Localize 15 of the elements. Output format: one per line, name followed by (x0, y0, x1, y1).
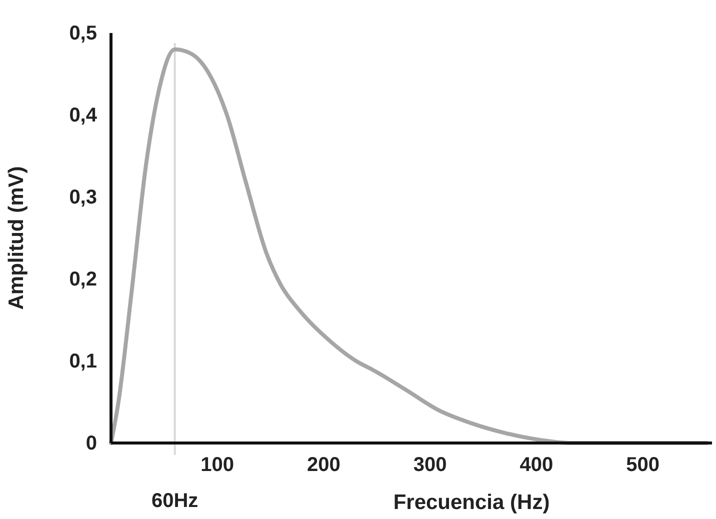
x-tick-label: 500 (626, 454, 660, 476)
y-tick-label: 0,4 (69, 104, 98, 126)
y-tick-label: 0,1 (69, 350, 97, 372)
y-tick-label: 0,3 (69, 186, 97, 208)
x-tick-label: 100 (200, 454, 234, 476)
x-tick-label: 400 (520, 454, 554, 476)
y-tick-label: 0,5 (69, 22, 97, 44)
line-series (109, 47, 709, 445)
ref-line-label: 60Hz (151, 490, 198, 512)
y-axis-title: Amplitud (mV) (5, 166, 28, 310)
x-axis-title: Frecuencia (Hz) (393, 491, 550, 514)
x-tick-label: 200 (307, 454, 340, 476)
x-tick-label: 300 (413, 454, 447, 476)
y-tick-label: 0 (86, 432, 97, 454)
y-tick-label: 0,2 (69, 268, 97, 290)
